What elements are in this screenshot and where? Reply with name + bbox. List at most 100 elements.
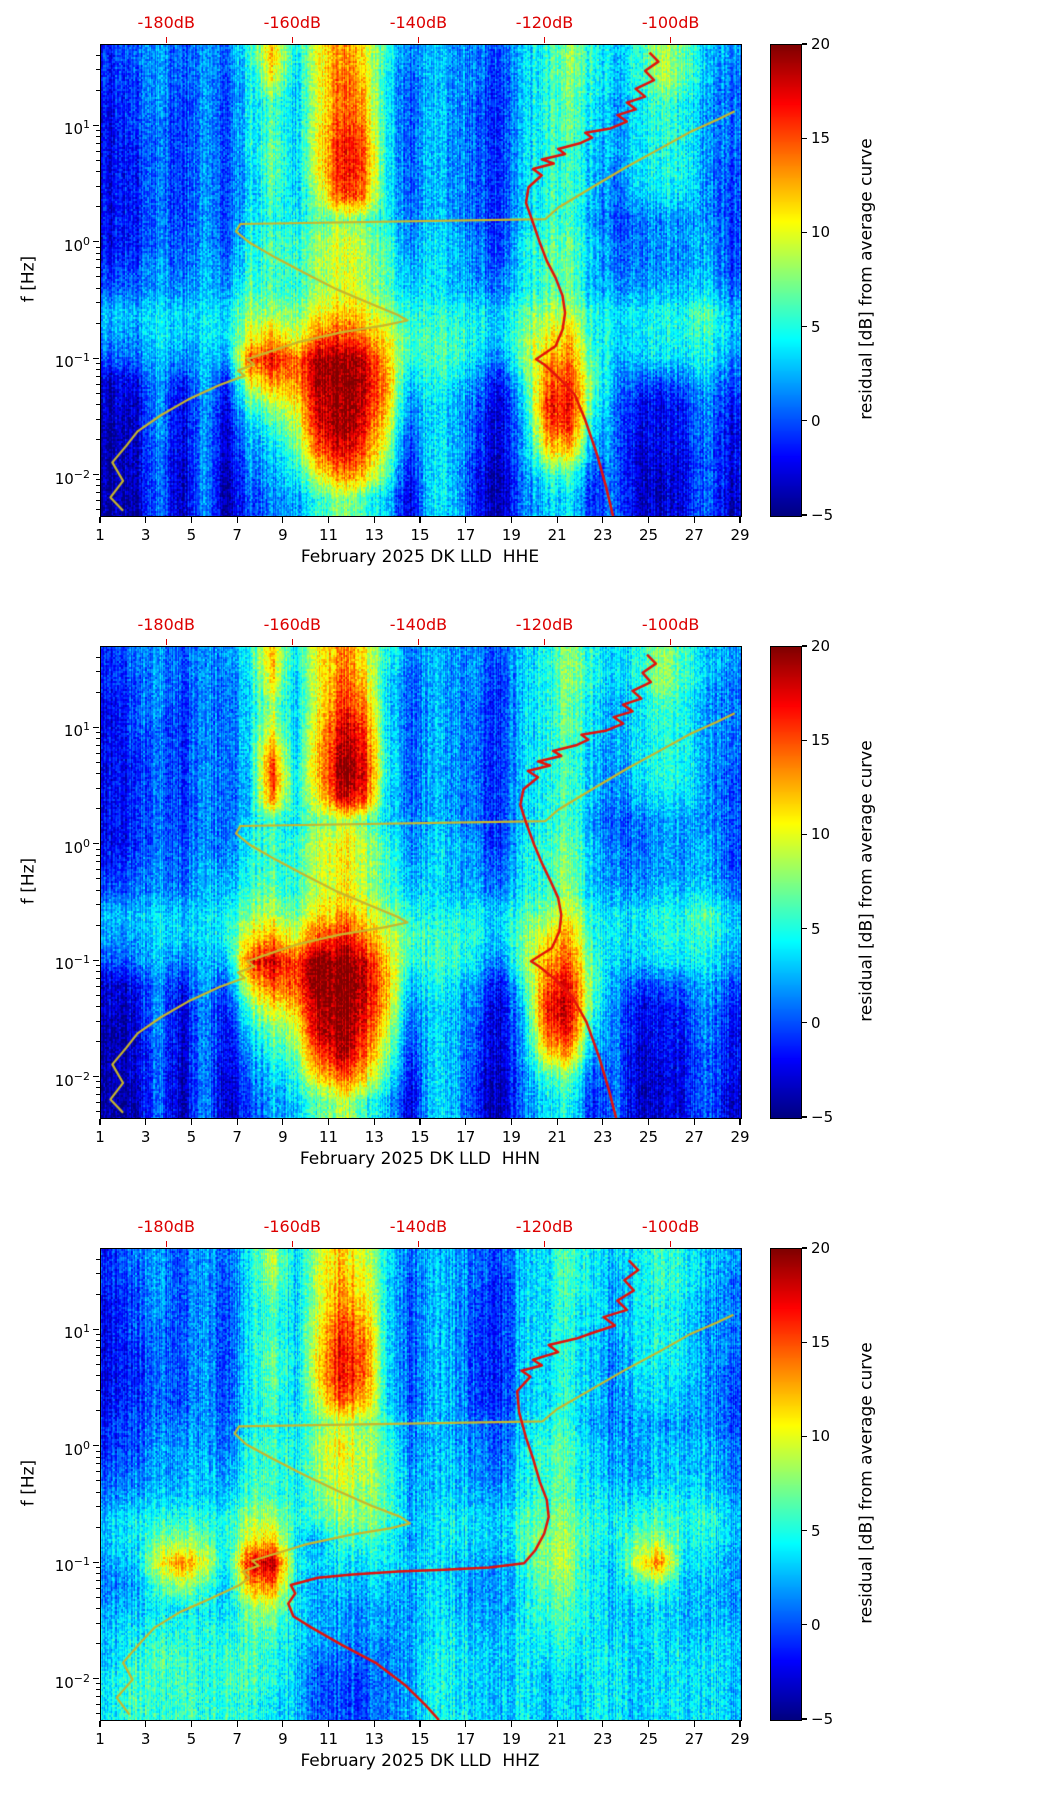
x-axis-tick — [602, 1721, 604, 1727]
y-tick-label: 101 — [63, 720, 90, 741]
y-axis-minor-tick — [96, 1273, 100, 1275]
y-axis-minor-tick — [96, 1608, 100, 1610]
y-axis-minor-tick — [96, 1696, 100, 1698]
colorbar-hhn — [770, 646, 802, 1119]
x-tick-label: 19 — [501, 1730, 521, 1748]
db-axis-label: -160dB — [263, 1217, 322, 1236]
colorbar-tick — [802, 231, 807, 233]
y-axis-minor-tick — [96, 1006, 100, 1008]
y-tick-label: 10−1 — [54, 351, 90, 372]
y-axis-label: f [Hz] — [18, 857, 39, 905]
colorbar-hhe — [770, 44, 802, 517]
x-axis-tick — [693, 1721, 695, 1727]
y-axis-minor-tick — [96, 185, 100, 187]
colorbar-tick — [802, 928, 807, 930]
y-axis-tick — [93, 357, 99, 359]
colorbar-tick-label: 5 — [811, 919, 821, 938]
spectrogram-canvas-hhe — [100, 44, 742, 517]
db-axis-label: -140dB — [389, 1217, 448, 1236]
db-axis-label: -160dB — [263, 615, 322, 634]
colorbar-tick-label: 20 — [811, 1239, 831, 1257]
y-axis-minor-tick — [96, 1450, 100, 1452]
x-axis-tick — [419, 1721, 421, 1727]
y-axis-minor-tick — [96, 738, 100, 740]
y-tick-label: 101 — [63, 118, 90, 139]
y-axis-minor-tick — [96, 1334, 100, 1336]
y-axis-minor-tick — [96, 1293, 100, 1295]
y-axis-minor-tick — [96, 1463, 100, 1465]
x-tick-label: 11 — [319, 526, 339, 544]
x-axis-tick — [602, 517, 604, 523]
db-axis-tick — [165, 1241, 167, 1247]
db-axis-label: -120dB — [515, 13, 574, 32]
y-axis-minor-tick — [96, 1456, 100, 1458]
x-tick-label: 9 — [278, 1730, 288, 1748]
x-tick-label: 21 — [547, 1128, 567, 1146]
x-tick-label: 29 — [730, 526, 750, 544]
y-axis-minor-tick — [96, 136, 100, 138]
y-axis-minor-tick — [96, 206, 100, 208]
db-axis-tick — [543, 639, 546, 645]
x-axis-tick — [602, 1119, 604, 1125]
db-axis-label: -180dB — [137, 615, 195, 634]
y-tick-label: 10−2 — [54, 467, 90, 488]
x-tick-label: 15 — [410, 526, 430, 544]
x-axis-tick — [647, 1119, 650, 1125]
y-axis-minor-tick — [96, 302, 100, 304]
y-axis-minor-tick — [96, 322, 100, 324]
x-axis-tick — [145, 517, 147, 523]
y-axis-minor-tick — [96, 439, 100, 441]
x-axis-tick — [190, 1721, 193, 1727]
x-axis-tick — [282, 1721, 284, 1727]
x-tick-label: 25 — [639, 1128, 659, 1146]
y-axis-minor-tick — [96, 363, 100, 365]
colorbar-tick — [802, 1247, 807, 1249]
x-axis-tick — [647, 517, 650, 523]
y-axis-minor-tick — [96, 1111, 100, 1113]
y-axis-minor-tick — [96, 418, 100, 420]
x-tick-label: 11 — [319, 1730, 339, 1748]
x-axis-tick — [647, 1721, 650, 1727]
x-tick-label: 27 — [684, 1730, 704, 1748]
y-axis-minor-tick — [96, 1703, 100, 1705]
y-axis-minor-tick — [96, 808, 100, 810]
y-axis-minor-tick — [96, 1689, 100, 1691]
y-axis-minor-tick — [96, 924, 100, 926]
db-axis-label: -100dB — [641, 1217, 700, 1236]
y-axis-minor-tick — [96, 1363, 100, 1365]
x-tick-label: 21 — [547, 526, 567, 544]
x-tick-label: 23 — [593, 1128, 613, 1146]
db-axis-label: -160dB — [263, 13, 322, 32]
db-axis-tick — [165, 639, 167, 645]
x-axis-tick — [282, 1119, 284, 1125]
y-axis-minor-tick — [96, 869, 100, 871]
colorbar-tick — [802, 833, 807, 835]
x-axis-tick — [419, 517, 421, 523]
panel-hhe: f [Hz] residual [dB] from average curve … — [0, 0, 1052, 602]
y-axis-minor-tick — [96, 861, 100, 863]
y-axis-minor-tick — [96, 691, 100, 693]
db-axis-label: -180dB — [137, 13, 195, 32]
x-axis-tick — [145, 1721, 147, 1727]
x-axis-tick — [99, 1721, 101, 1727]
y-axis-label: f [Hz] — [18, 255, 39, 303]
y-axis-minor-tick — [96, 509, 100, 511]
x-axis-tick — [556, 517, 558, 523]
x-axis-tick — [693, 517, 695, 523]
x-axis-tick — [510, 517, 513, 523]
x-axis-tick — [99, 1119, 101, 1125]
x-axis-tick — [465, 1721, 467, 1727]
y-axis-minor-tick — [96, 89, 100, 91]
y-axis-minor-tick — [96, 150, 100, 152]
colorbar-label: residual [dB] from average curve — [856, 1342, 877, 1624]
colorbar-tick — [802, 137, 807, 139]
db-axis-tick — [417, 37, 419, 43]
y-axis-tick — [93, 241, 99, 243]
x-axis-tick — [99, 517, 101, 523]
db-axis-tick — [291, 1241, 293, 1247]
x-axis-tick — [236, 517, 238, 523]
y-tick-label: 10−1 — [54, 953, 90, 974]
colorbar-tick-label: 15 — [811, 129, 831, 148]
y-axis-minor-tick — [96, 392, 100, 394]
